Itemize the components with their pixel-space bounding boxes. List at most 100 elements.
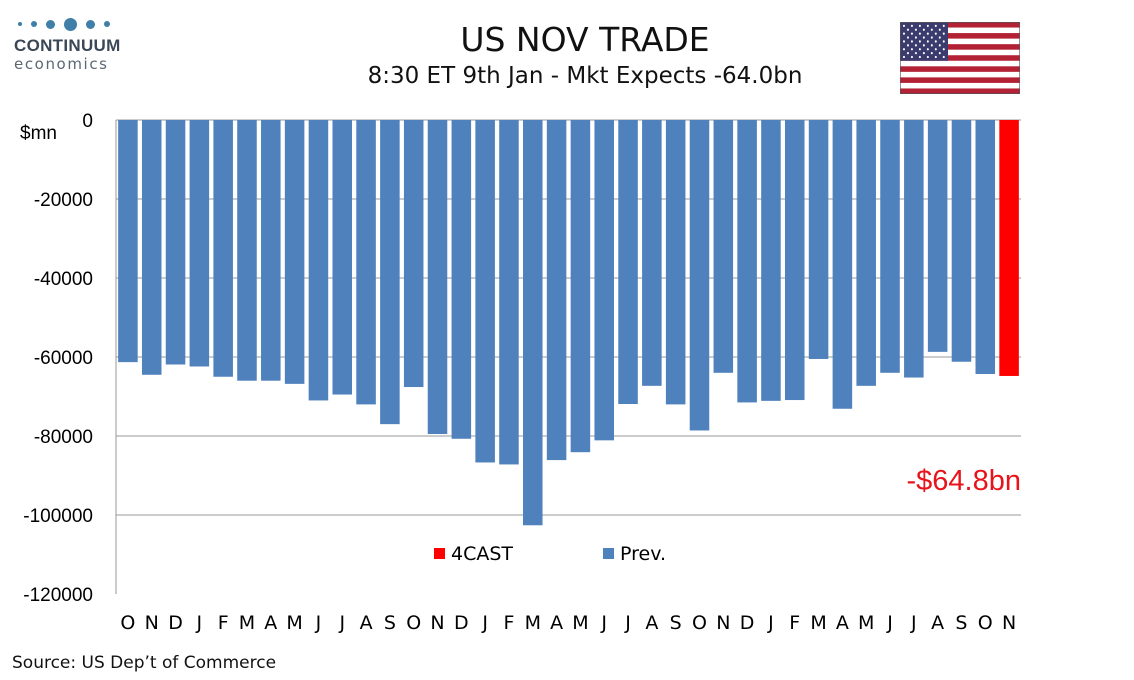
- bar-prev: [308, 120, 329, 401]
- bar-prev: [713, 120, 734, 373]
- bar-prev: [975, 120, 996, 374]
- flag-star: [934, 24, 937, 28]
- y-tick-label: -20000: [34, 190, 93, 211]
- flag-star: [930, 36, 933, 39]
- x-tick-label: D: [168, 612, 183, 634]
- bar-prev: [832, 120, 853, 409]
- flag-star: [942, 40, 945, 43]
- y-tick-label: -80000: [34, 427, 93, 448]
- x-tick-label: M: [525, 612, 541, 634]
- bar-prev: [689, 120, 710, 431]
- x-tick-label: M: [572, 612, 588, 634]
- bar-prev: [213, 120, 233, 377]
- bar-prev: [165, 120, 186, 365]
- x-tick-label: M: [286, 612, 302, 634]
- flag-star: [934, 40, 937, 43]
- bar-prev: [665, 120, 686, 405]
- flag-star: [922, 36, 925, 39]
- flag-star: [910, 24, 913, 28]
- bar-prev: [332, 120, 353, 395]
- bar-prev: [761, 120, 781, 401]
- flag-star: [930, 51, 933, 55]
- bar-prev: [380, 120, 400, 425]
- logo-name: CONTINUUM: [14, 36, 121, 55]
- x-tick-label: J: [481, 612, 488, 634]
- flag-star: [902, 55, 905, 59]
- flag-star: [926, 24, 929, 28]
- flag-star: [938, 51, 941, 55]
- bar-prev: [904, 120, 924, 378]
- x-tick-label: F: [218, 612, 229, 634]
- x-tick-label: J: [886, 612, 893, 634]
- x-tick-label: J: [624, 612, 631, 634]
- bar-prev: [594, 120, 614, 441]
- bar-prev: [880, 120, 900, 373]
- flag-star: [918, 48, 921, 51]
- bar-prev: [237, 120, 257, 381]
- source-note: Source: US Dep’t of Commerce: [12, 653, 277, 673]
- flag-star: [918, 55, 921, 59]
- legend-swatch-4cast: [434, 548, 445, 559]
- bar-prev: [403, 120, 424, 388]
- flag-star: [902, 40, 905, 43]
- flag-star: [918, 40, 921, 43]
- bar-prev: [523, 120, 543, 526]
- x-tick-label: A: [836, 612, 849, 634]
- chart-legend: 4CAST Prev.: [434, 543, 666, 565]
- bar-prev: [141, 120, 162, 375]
- flag-star: [910, 48, 913, 51]
- bar-prev: [618, 120, 638, 405]
- bar-prev: [451, 120, 472, 439]
- bar-prev: [951, 120, 972, 362]
- flag-star: [918, 24, 921, 28]
- bar-prev: [261, 120, 281, 381]
- bar-prev: [927, 120, 948, 352]
- x-tick-label: A: [645, 612, 658, 634]
- legend-label-4cast: 4CAST: [451, 543, 513, 565]
- bar-prev: [499, 120, 519, 465]
- x-tick-label: M: [810, 612, 826, 634]
- bar-prev: [475, 120, 495, 463]
- y-tick-label: -100000: [23, 506, 93, 527]
- flag-star: [918, 32, 921, 35]
- x-tick-label: N: [430, 612, 444, 634]
- x-tick-label: S: [955, 612, 967, 634]
- flag-star: [910, 32, 913, 35]
- bar-prev: [189, 120, 210, 367]
- bar-prev: [427, 120, 448, 435]
- flag-star: [926, 32, 929, 35]
- flag-star: [934, 48, 937, 51]
- x-tick-label: J: [338, 612, 345, 634]
- x-tick-label: N: [716, 612, 730, 634]
- bar-prev: [356, 120, 376, 405]
- x-tick-label: O: [978, 612, 993, 634]
- flag-star: [942, 24, 945, 28]
- bar-prev: [856, 120, 876, 386]
- x-tick-label: D: [454, 612, 469, 634]
- logo-dots-icon: [18, 14, 144, 34]
- y-tick-label: -40000: [34, 269, 93, 290]
- x-tick-label: J: [600, 612, 607, 634]
- flag-star: [902, 24, 905, 28]
- y-tick-label: -120000: [23, 585, 93, 606]
- chart-title: US NOV TRADE: [460, 20, 710, 59]
- flag-star: [938, 28, 941, 31]
- bar-prev: [737, 120, 757, 403]
- x-tick-label: M: [239, 612, 255, 634]
- bar-forecast: [999, 120, 1019, 376]
- forecast-value-annotation: -$64.8bn: [907, 465, 1022, 497]
- bar-prev: [808, 120, 829, 359]
- flag-star: [914, 36, 917, 39]
- x-tick-label: D: [740, 612, 755, 634]
- x-tick-label: O: [120, 612, 135, 634]
- legend-swatch-prev: [603, 548, 614, 559]
- flag-star: [910, 40, 913, 43]
- x-tick-label: A: [550, 612, 563, 634]
- x-tick-label: A: [931, 612, 944, 634]
- flag-star: [926, 48, 929, 51]
- x-tick-label: J: [315, 612, 322, 634]
- flag-star: [934, 32, 937, 35]
- logo-subname: economics: [14, 55, 109, 73]
- bar-prev: [546, 120, 567, 461]
